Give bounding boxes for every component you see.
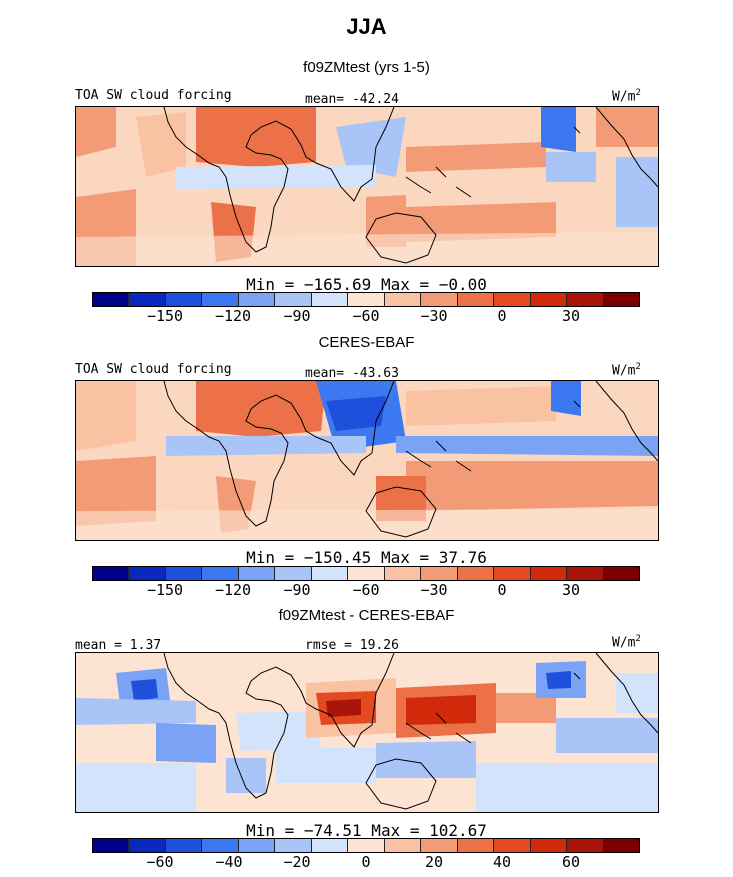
panel1-left-label: TOA SW cloud forcing xyxy=(75,88,232,103)
colorbar-tick: −40 xyxy=(215,853,243,871)
colorbar-segment xyxy=(348,567,385,580)
colorbar-tick: −90 xyxy=(283,307,311,325)
colorbar-segment xyxy=(311,839,349,852)
colorbar-segment xyxy=(603,567,640,580)
colorbar-tick: −150 xyxy=(146,307,184,325)
colorbar-tick: 0 xyxy=(497,581,507,599)
panel1-map xyxy=(75,106,659,267)
panel2-mean-label: mean= -43.63 xyxy=(305,366,399,381)
panel1-minmax: Min = −165.69 Max = −0.00 xyxy=(246,275,487,294)
colorbar-segment xyxy=(275,567,312,580)
panel3-minmax: Min = −74.51 Max = 102.67 xyxy=(246,821,487,840)
panel3-subtitle: f09ZMtest - CERES-EBAF xyxy=(278,607,455,624)
colorbar-tick: 20 xyxy=(424,853,444,871)
colorbar-tick: 0 xyxy=(497,307,507,325)
colorbar-segment xyxy=(567,839,604,852)
colorbar-tick: −90 xyxy=(283,581,311,599)
colorbar-segment xyxy=(457,567,495,580)
panel2-subtitle: CERES-EBAF xyxy=(318,334,415,351)
figure-title: JJA xyxy=(346,14,387,39)
colorbar-segment xyxy=(421,567,458,580)
colorbar-segment xyxy=(530,567,568,580)
colorbar-segment xyxy=(530,839,568,852)
colorbar-tick: −60 xyxy=(352,307,380,325)
colorbar-tick: −30 xyxy=(420,307,448,325)
colorbar-segment xyxy=(129,567,166,580)
colorbar-segment xyxy=(202,567,239,580)
colorbar-tick: −120 xyxy=(214,307,252,325)
colorbar-segment xyxy=(238,839,276,852)
panel1-units-label: W/m2 xyxy=(612,88,641,105)
panel3-map-svg xyxy=(76,653,658,812)
colorbar-tick: 0 xyxy=(361,853,371,871)
colorbar-segment xyxy=(202,293,239,306)
colorbar-segment xyxy=(348,293,385,306)
colorbar-tick: −150 xyxy=(146,581,184,599)
panel3-map xyxy=(75,652,659,813)
panel3-colorbar xyxy=(92,838,640,853)
colorbar-segment xyxy=(311,567,349,580)
colorbar-segment xyxy=(457,293,495,306)
colorbar-tick: 40 xyxy=(492,853,512,871)
colorbar-segment xyxy=(384,839,422,852)
colorbar-segment xyxy=(165,839,203,852)
colorbar-segment xyxy=(93,839,130,852)
colorbar-segment xyxy=(603,839,640,852)
colorbar-segment xyxy=(129,839,166,852)
panel3-rmse-label: rmse = 19.26 xyxy=(305,638,399,653)
colorbar-tick: −60 xyxy=(352,581,380,599)
panel1-subtitle: f09ZMtest (yrs 1-5) xyxy=(303,59,430,76)
colorbar-segment xyxy=(275,839,312,852)
colorbar-segment xyxy=(275,293,312,306)
colorbar-segment xyxy=(603,293,640,306)
panel1-mean-label: mean= -42.24 xyxy=(305,92,399,107)
colorbar-segment xyxy=(567,567,604,580)
colorbar-tick: −60 xyxy=(146,853,174,871)
panel1-map-svg xyxy=(76,107,658,266)
colorbar-tick: −30 xyxy=(420,581,448,599)
colorbar-segment xyxy=(530,293,568,306)
colorbar-segment xyxy=(93,567,130,580)
colorbar-segment xyxy=(384,293,422,306)
colorbar-tick: −20 xyxy=(283,853,311,871)
colorbar-segment xyxy=(384,567,422,580)
colorbar-tick: 30 xyxy=(561,581,581,599)
colorbar-segment xyxy=(311,293,349,306)
colorbar-segment xyxy=(457,839,495,852)
colorbar-segment xyxy=(93,293,130,306)
panel2-units-label: W/m2 xyxy=(612,362,641,379)
colorbar-segment xyxy=(494,839,531,852)
panel2-left-label: TOA SW cloud forcing xyxy=(75,362,232,377)
panel2-minmax: Min = −150.45 Max = 37.76 xyxy=(246,548,487,567)
colorbar-segment xyxy=(202,839,239,852)
panel1-colorbar xyxy=(92,292,640,307)
panel3-units-label: W/m2 xyxy=(612,634,641,651)
colorbar-segment xyxy=(165,567,203,580)
colorbar-segment xyxy=(348,839,385,852)
colorbar-tick: −120 xyxy=(214,581,252,599)
panel2-map xyxy=(75,380,659,541)
panel3-mean-label: mean = 1.37 xyxy=(75,638,162,653)
panel2-colorbar xyxy=(92,566,640,581)
panel2-map-svg xyxy=(76,381,658,540)
colorbar-segment xyxy=(567,293,604,306)
colorbar-segment xyxy=(238,293,276,306)
colorbar-segment xyxy=(165,293,203,306)
colorbar-segment xyxy=(421,839,458,852)
colorbar-segment xyxy=(421,293,458,306)
colorbar-tick: 60 xyxy=(561,853,581,871)
colorbar-tick: 30 xyxy=(561,307,581,325)
colorbar-segment xyxy=(494,567,531,580)
colorbar-segment xyxy=(129,293,166,306)
colorbar-segment xyxy=(238,567,276,580)
colorbar-segment xyxy=(494,293,531,306)
